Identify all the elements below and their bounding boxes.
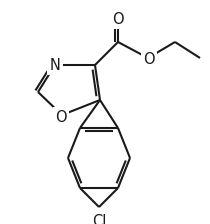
- Text: N: N: [50, 58, 60, 73]
- Text: O: O: [55, 110, 67, 125]
- Text: Cl: Cl: [92, 215, 106, 224]
- Text: O: O: [112, 11, 124, 26]
- Text: O: O: [143, 52, 155, 67]
